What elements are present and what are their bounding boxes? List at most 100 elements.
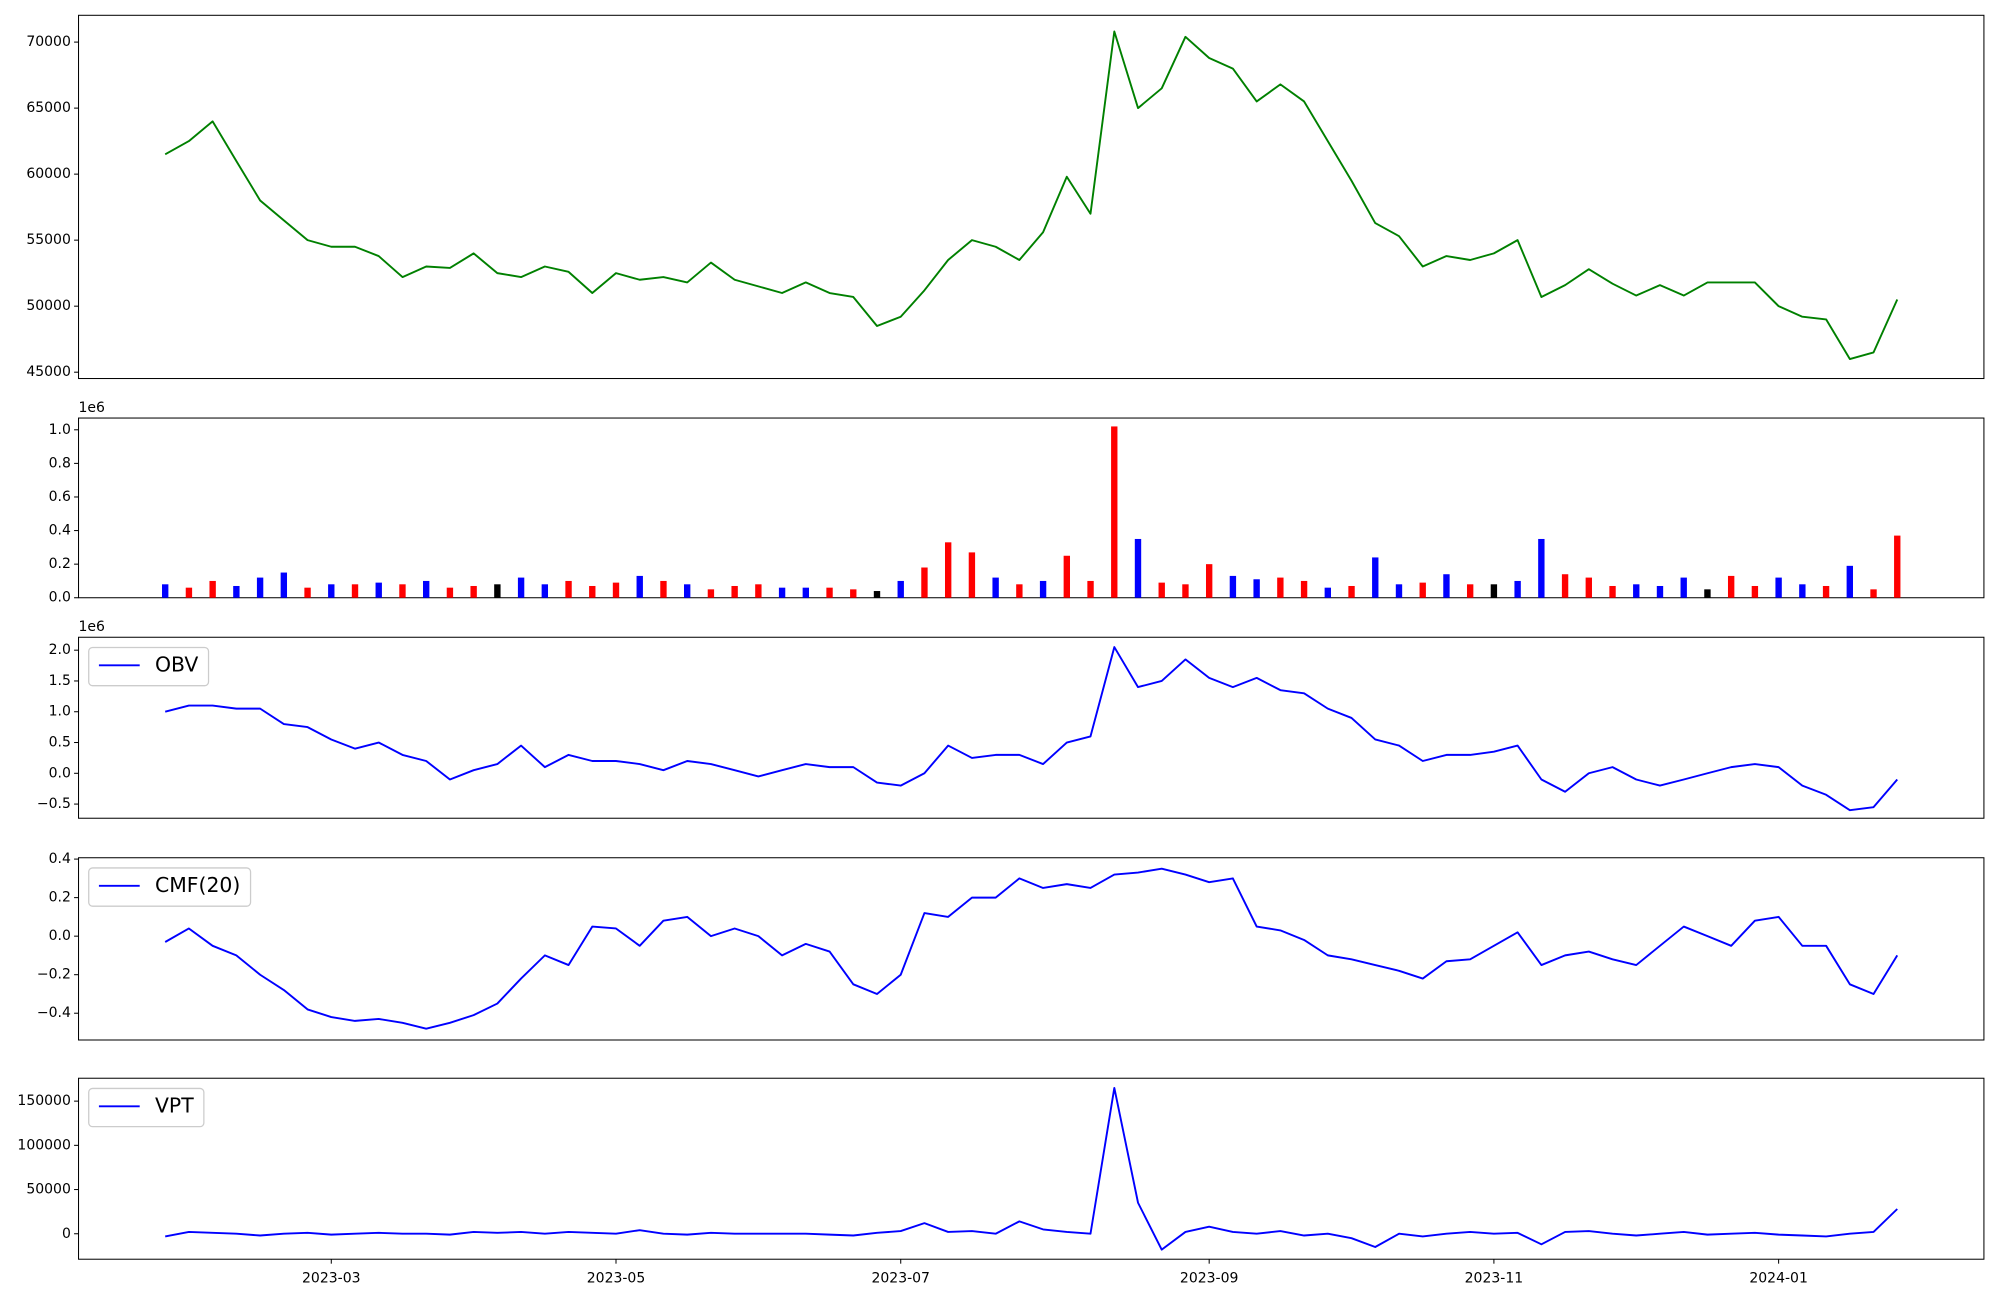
y-tick-label: 60000 [26,166,71,182]
bar [494,584,501,598]
bar [1656,585,1664,598]
x-tick-label: 2023-03 [302,1270,361,1286]
plot-frame [78,14,1985,380]
bar [233,585,240,598]
bar [1134,538,1142,598]
bar [399,584,406,598]
y-tick-label: 0.0 [49,765,71,781]
bar [944,542,952,598]
bar [1751,585,1759,598]
bar [1633,584,1640,598]
bar [328,584,335,598]
bar [1087,580,1094,598]
bar [162,584,169,598]
bar [1822,585,1830,598]
bar [1894,535,1901,598]
plot-frame [78,1077,1985,1260]
bar [731,585,738,598]
bar [1277,577,1284,598]
bar [1585,577,1592,598]
legend-label: CMF(20) [155,873,240,897]
y-tick-label: 150000 [17,1093,70,1109]
x-tick-label: 2024-01 [1749,1270,1808,1286]
y-tick-label: 0.2 [49,556,71,572]
bar [921,567,928,598]
y-tick-label: 2.0 [49,642,71,658]
bar [1372,557,1379,598]
bar [1870,589,1877,598]
bar [1775,577,1782,598]
x-tick-label: 2023-09 [1180,1270,1239,1286]
bar [612,582,620,598]
y-tick-label: 0 [62,1226,71,1242]
y-tick-label: −0.5 [37,796,71,812]
bar [1466,584,1474,598]
bar [1443,574,1450,598]
y-tick-label: 65000 [26,100,71,116]
y-tick-label: 50000 [26,1182,71,1198]
legend-label: OBV [155,652,198,676]
bar [1704,589,1711,598]
bar [1063,555,1071,598]
bar [423,580,430,598]
bar [968,552,976,598]
bar [1680,577,1687,598]
bar [1846,565,1853,598]
bar [1253,579,1260,598]
bar [684,584,691,598]
bar [1538,538,1545,598]
y-tick-label: −0.2 [37,967,71,983]
plot-frame [78,417,1985,599]
line-series [164,867,1899,1030]
bar [992,577,999,598]
y-tick-label: 0.4 [49,523,71,539]
bar [1182,584,1189,598]
bar [446,587,454,598]
y-tick-label: 0.2 [49,890,71,906]
y-tick-label: 0.0 [49,928,71,944]
bar [565,580,572,598]
bar [1229,575,1237,598]
bar [826,587,833,598]
bar [850,589,857,598]
axis-offset-label: 1e6 [79,619,106,635]
bar [1039,580,1047,598]
bar [897,580,904,598]
line-series [165,1086,1898,1251]
x-tick-label: 2023-07 [871,1270,930,1286]
y-tick-label: 55000 [26,232,71,248]
y-tick-label: 0.0 [49,590,71,606]
bar [1514,580,1521,598]
legend-box [88,867,252,907]
bar [1490,584,1498,598]
bar [1016,584,1023,598]
bar [873,591,881,598]
bar [1799,584,1806,598]
bar [802,587,810,598]
bar [470,585,477,598]
y-tick-label: 0.4 [49,851,71,867]
y-tick-label: 50000 [26,298,71,314]
y-tick-label: 0.6 [49,489,71,505]
y-tick-label: 100000 [17,1137,70,1153]
bar [541,584,549,598]
bar [1158,582,1165,598]
y-tick-label: 0.8 [49,455,71,471]
plot-frame [78,857,1985,1041]
bar [375,582,382,598]
plot-frame [78,636,1985,819]
y-tick-label: 45000 [26,364,71,380]
bar [778,587,786,598]
bar [1348,585,1355,598]
x-tick-label: 2023-05 [587,1270,646,1286]
y-tick-label: 1.0 [49,422,71,438]
axis-offset-label: 1e6 [79,400,106,416]
bar [351,584,359,598]
legend-label: VPT [155,1093,194,1117]
bar [1419,582,1426,598]
bar [1324,587,1331,598]
bar [636,575,643,598]
y-tick-label: −0.4 [37,1005,71,1021]
